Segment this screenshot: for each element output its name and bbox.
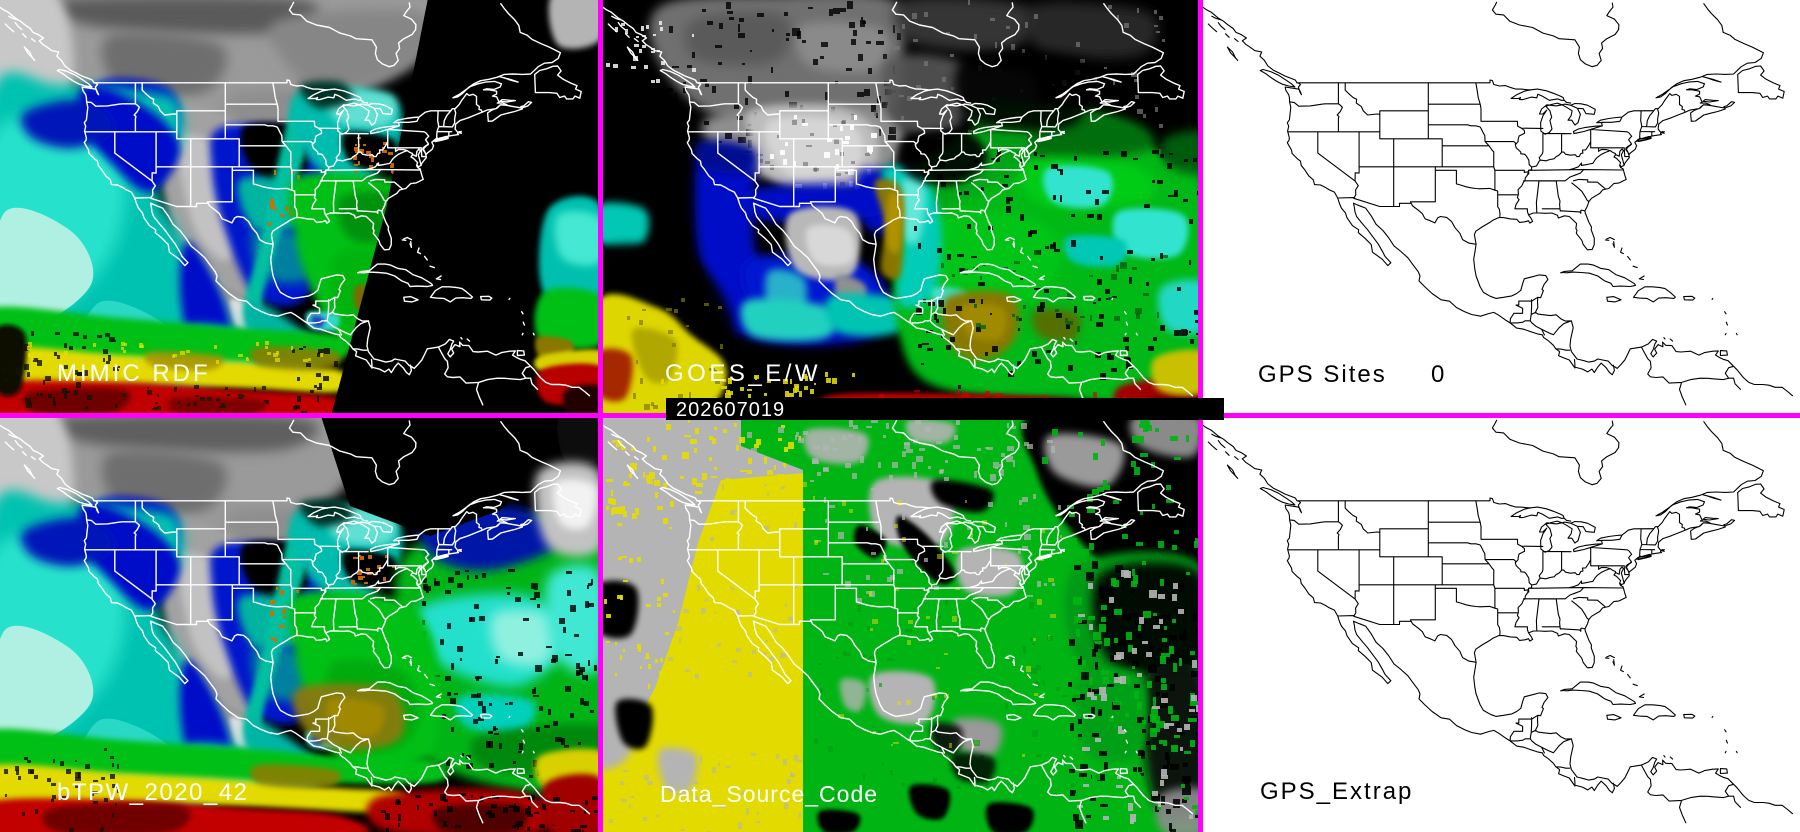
svg-text:GPS_Extrap: GPS_Extrap — [1260, 778, 1413, 805]
svg-text:0: 0 — [1431, 361, 1446, 388]
svg-text:GOES_E/W: GOES_E/W — [665, 360, 821, 387]
svg-text:GPS Sites: GPS Sites — [1258, 361, 1387, 388]
svg-text:Data_Source_Code: Data_Source_Code — [660, 781, 878, 807]
svg-text:bTPW_2020_42: bTPW_2020_42 — [57, 779, 248, 806]
svg-text:202607019: 202607019 — [676, 399, 785, 420]
svg-text:MIMIC RDF: MIMIC RDF — [57, 360, 211, 387]
